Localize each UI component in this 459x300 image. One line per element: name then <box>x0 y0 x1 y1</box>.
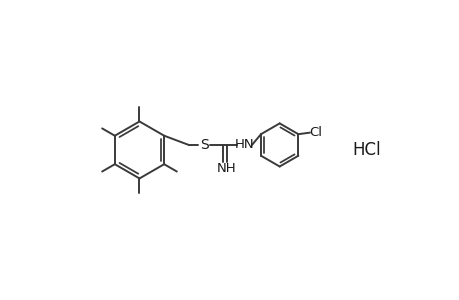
Text: Cl: Cl <box>309 126 322 139</box>
Text: HN: HN <box>234 139 253 152</box>
Text: NH: NH <box>216 162 236 175</box>
Text: S: S <box>199 138 208 152</box>
Text: HCl: HCl <box>352 141 380 159</box>
